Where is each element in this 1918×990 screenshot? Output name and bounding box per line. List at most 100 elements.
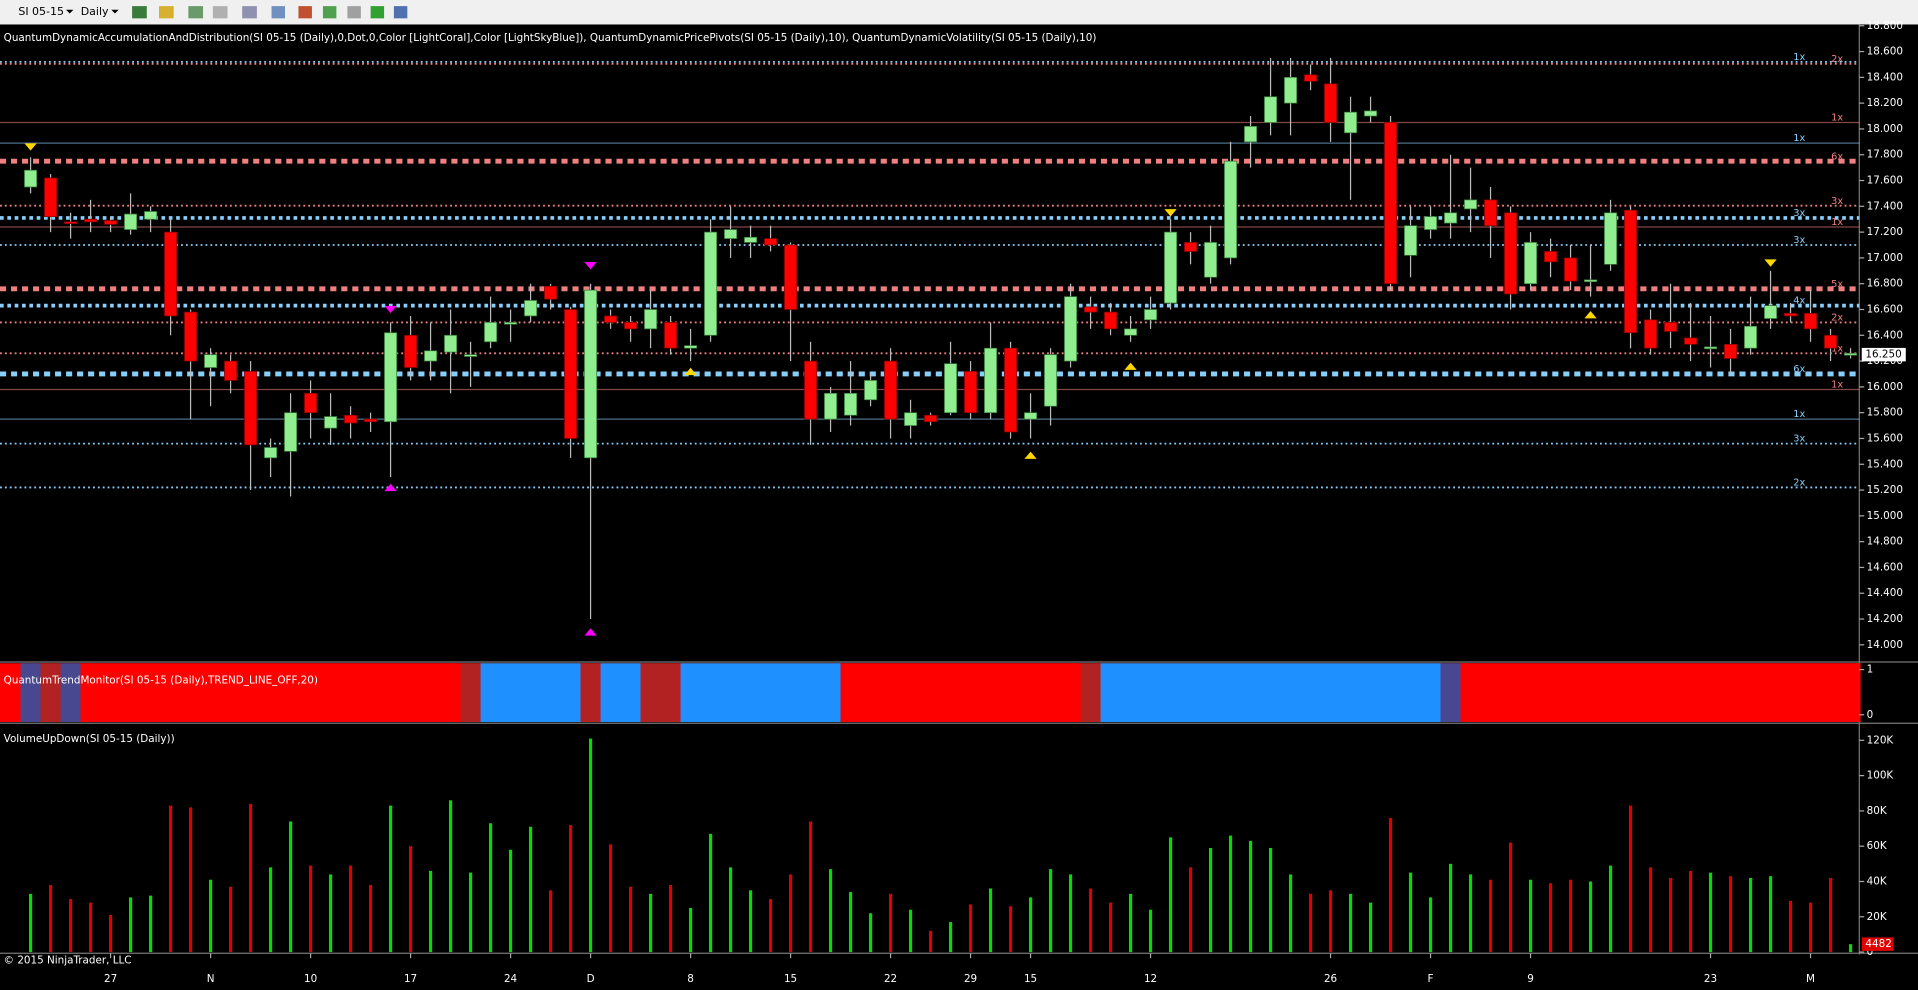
volume-bar	[1168, 837, 1173, 953]
candle-body	[1284, 76, 1298, 104]
volume-bar	[488, 823, 493, 953]
volume-bar	[288, 821, 293, 953]
candle-body	[864, 380, 878, 401]
volume-bar	[408, 846, 413, 953]
y-tick-label: 20K	[1867, 911, 1888, 923]
volume-bar	[108, 915, 113, 953]
volume-bar	[1148, 909, 1153, 953]
volume-bar	[1688, 870, 1693, 953]
candle-body	[1084, 306, 1098, 313]
x-tick-label: 26	[1324, 973, 1337, 985]
y-tick-label: 16.400	[1867, 329, 1903, 341]
candle-body	[904, 412, 918, 426]
candle-body	[1684, 337, 1698, 345]
x-tick-label: 24	[504, 973, 518, 985]
candle-body	[64, 221, 78, 225]
candle-body	[704, 231, 718, 336]
draw-tool-button[interactable]	[159, 6, 174, 19]
candle-body	[1584, 279, 1598, 283]
volume-bar	[228, 886, 233, 953]
window-button[interactable]	[393, 6, 408, 19]
signal-marker	[684, 367, 697, 376]
volume-bar	[928, 930, 933, 953]
pivot-label: 6x	[1793, 364, 1805, 375]
candle-body	[1384, 122, 1398, 285]
candle-body	[1484, 199, 1498, 227]
volume-bar	[1728, 876, 1733, 953]
candle-body	[1104, 311, 1118, 330]
volume-panel-title: VolumeUpDown(SI 05-15 (Daily))	[4, 733, 175, 745]
candle-body	[1544, 251, 1558, 263]
candle-body	[964, 371, 978, 414]
y-tick-label: 17.400	[1867, 200, 1903, 212]
volume-bar	[1128, 893, 1133, 953]
indicator-button[interactable]	[188, 6, 204, 19]
candle-body	[644, 309, 658, 330]
template-button[interactable]	[347, 6, 361, 19]
candle-body	[884, 360, 898, 420]
volume-bar	[1708, 872, 1713, 953]
zoom-button[interactable]	[271, 6, 286, 19]
volume-bar	[1268, 847, 1273, 953]
signal-marker	[1764, 259, 1777, 267]
candle-body	[384, 332, 398, 423]
volume-bar	[948, 922, 953, 953]
volume-bar	[708, 833, 713, 953]
properties-button[interactable]	[298, 6, 312, 19]
dropdown-arrow	[66, 9, 74, 14]
signal-marker	[584, 628, 597, 636]
period-selector[interactable]: Daily	[81, 5, 109, 18]
volume-bar	[648, 893, 653, 953]
volume-bar	[1348, 893, 1353, 953]
candle-body	[1424, 216, 1438, 230]
volume-bar	[1248, 840, 1253, 953]
volume-bar	[1548, 883, 1553, 953]
volume-bar	[1028, 897, 1033, 953]
candle-body	[124, 213, 138, 230]
volume-bar	[1788, 900, 1793, 953]
pivot-label: 1x	[1793, 409, 1805, 420]
x-tick-label: 17	[404, 973, 417, 985]
volume-bar	[808, 821, 813, 953]
y-tick-label: 15.800	[1867, 407, 1903, 419]
x-tick-label: M	[1806, 973, 1815, 985]
y-tick-label: 14.800	[1867, 536, 1903, 548]
candle-body	[1184, 242, 1198, 252]
data-box-button[interactable]	[322, 6, 337, 19]
candle-body	[1464, 199, 1478, 210]
y-tick-label: 18.800	[1867, 20, 1903, 32]
pointer-button[interactable]	[242, 6, 257, 19]
volume-bar	[428, 870, 433, 953]
candle-body	[1704, 346, 1718, 350]
trend-segment	[600, 663, 641, 723]
y-tick-label: 16.800	[1867, 278, 1903, 290]
pivot-label: 1x	[1831, 217, 1843, 228]
snapshot-button[interactable]	[370, 6, 385, 19]
strategy-button[interactable]	[212, 6, 228, 19]
chart-style-button[interactable]	[132, 6, 147, 19]
y-tick-label: 80K	[1867, 805, 1888, 817]
trend-segment	[1080, 663, 1101, 723]
volume-bar	[388, 805, 393, 953]
x-tick-label: D	[587, 973, 595, 985]
instrument-selector[interactable]: SI 05-15	[18, 5, 64, 18]
candle-body	[364, 418, 378, 423]
candle-body	[1024, 412, 1038, 420]
volume-bar	[1648, 867, 1653, 953]
candle-body	[1304, 74, 1318, 82]
volume-bar	[1448, 863, 1453, 953]
candle-body	[944, 363, 958, 414]
candle-body	[264, 447, 278, 459]
volume-bar	[1108, 902, 1113, 953]
candle-body	[764, 238, 778, 246]
candle-body	[1644, 319, 1658, 349]
pivot-label: 1x	[1831, 113, 1843, 124]
trend-segment	[640, 663, 681, 723]
candle-body	[724, 229, 738, 239]
candle-body	[104, 220, 118, 225]
x-tick-label: N	[207, 973, 215, 985]
volume-bar	[368, 885, 373, 953]
candle-body	[924, 414, 938, 423]
volume-bar	[508, 849, 513, 953]
